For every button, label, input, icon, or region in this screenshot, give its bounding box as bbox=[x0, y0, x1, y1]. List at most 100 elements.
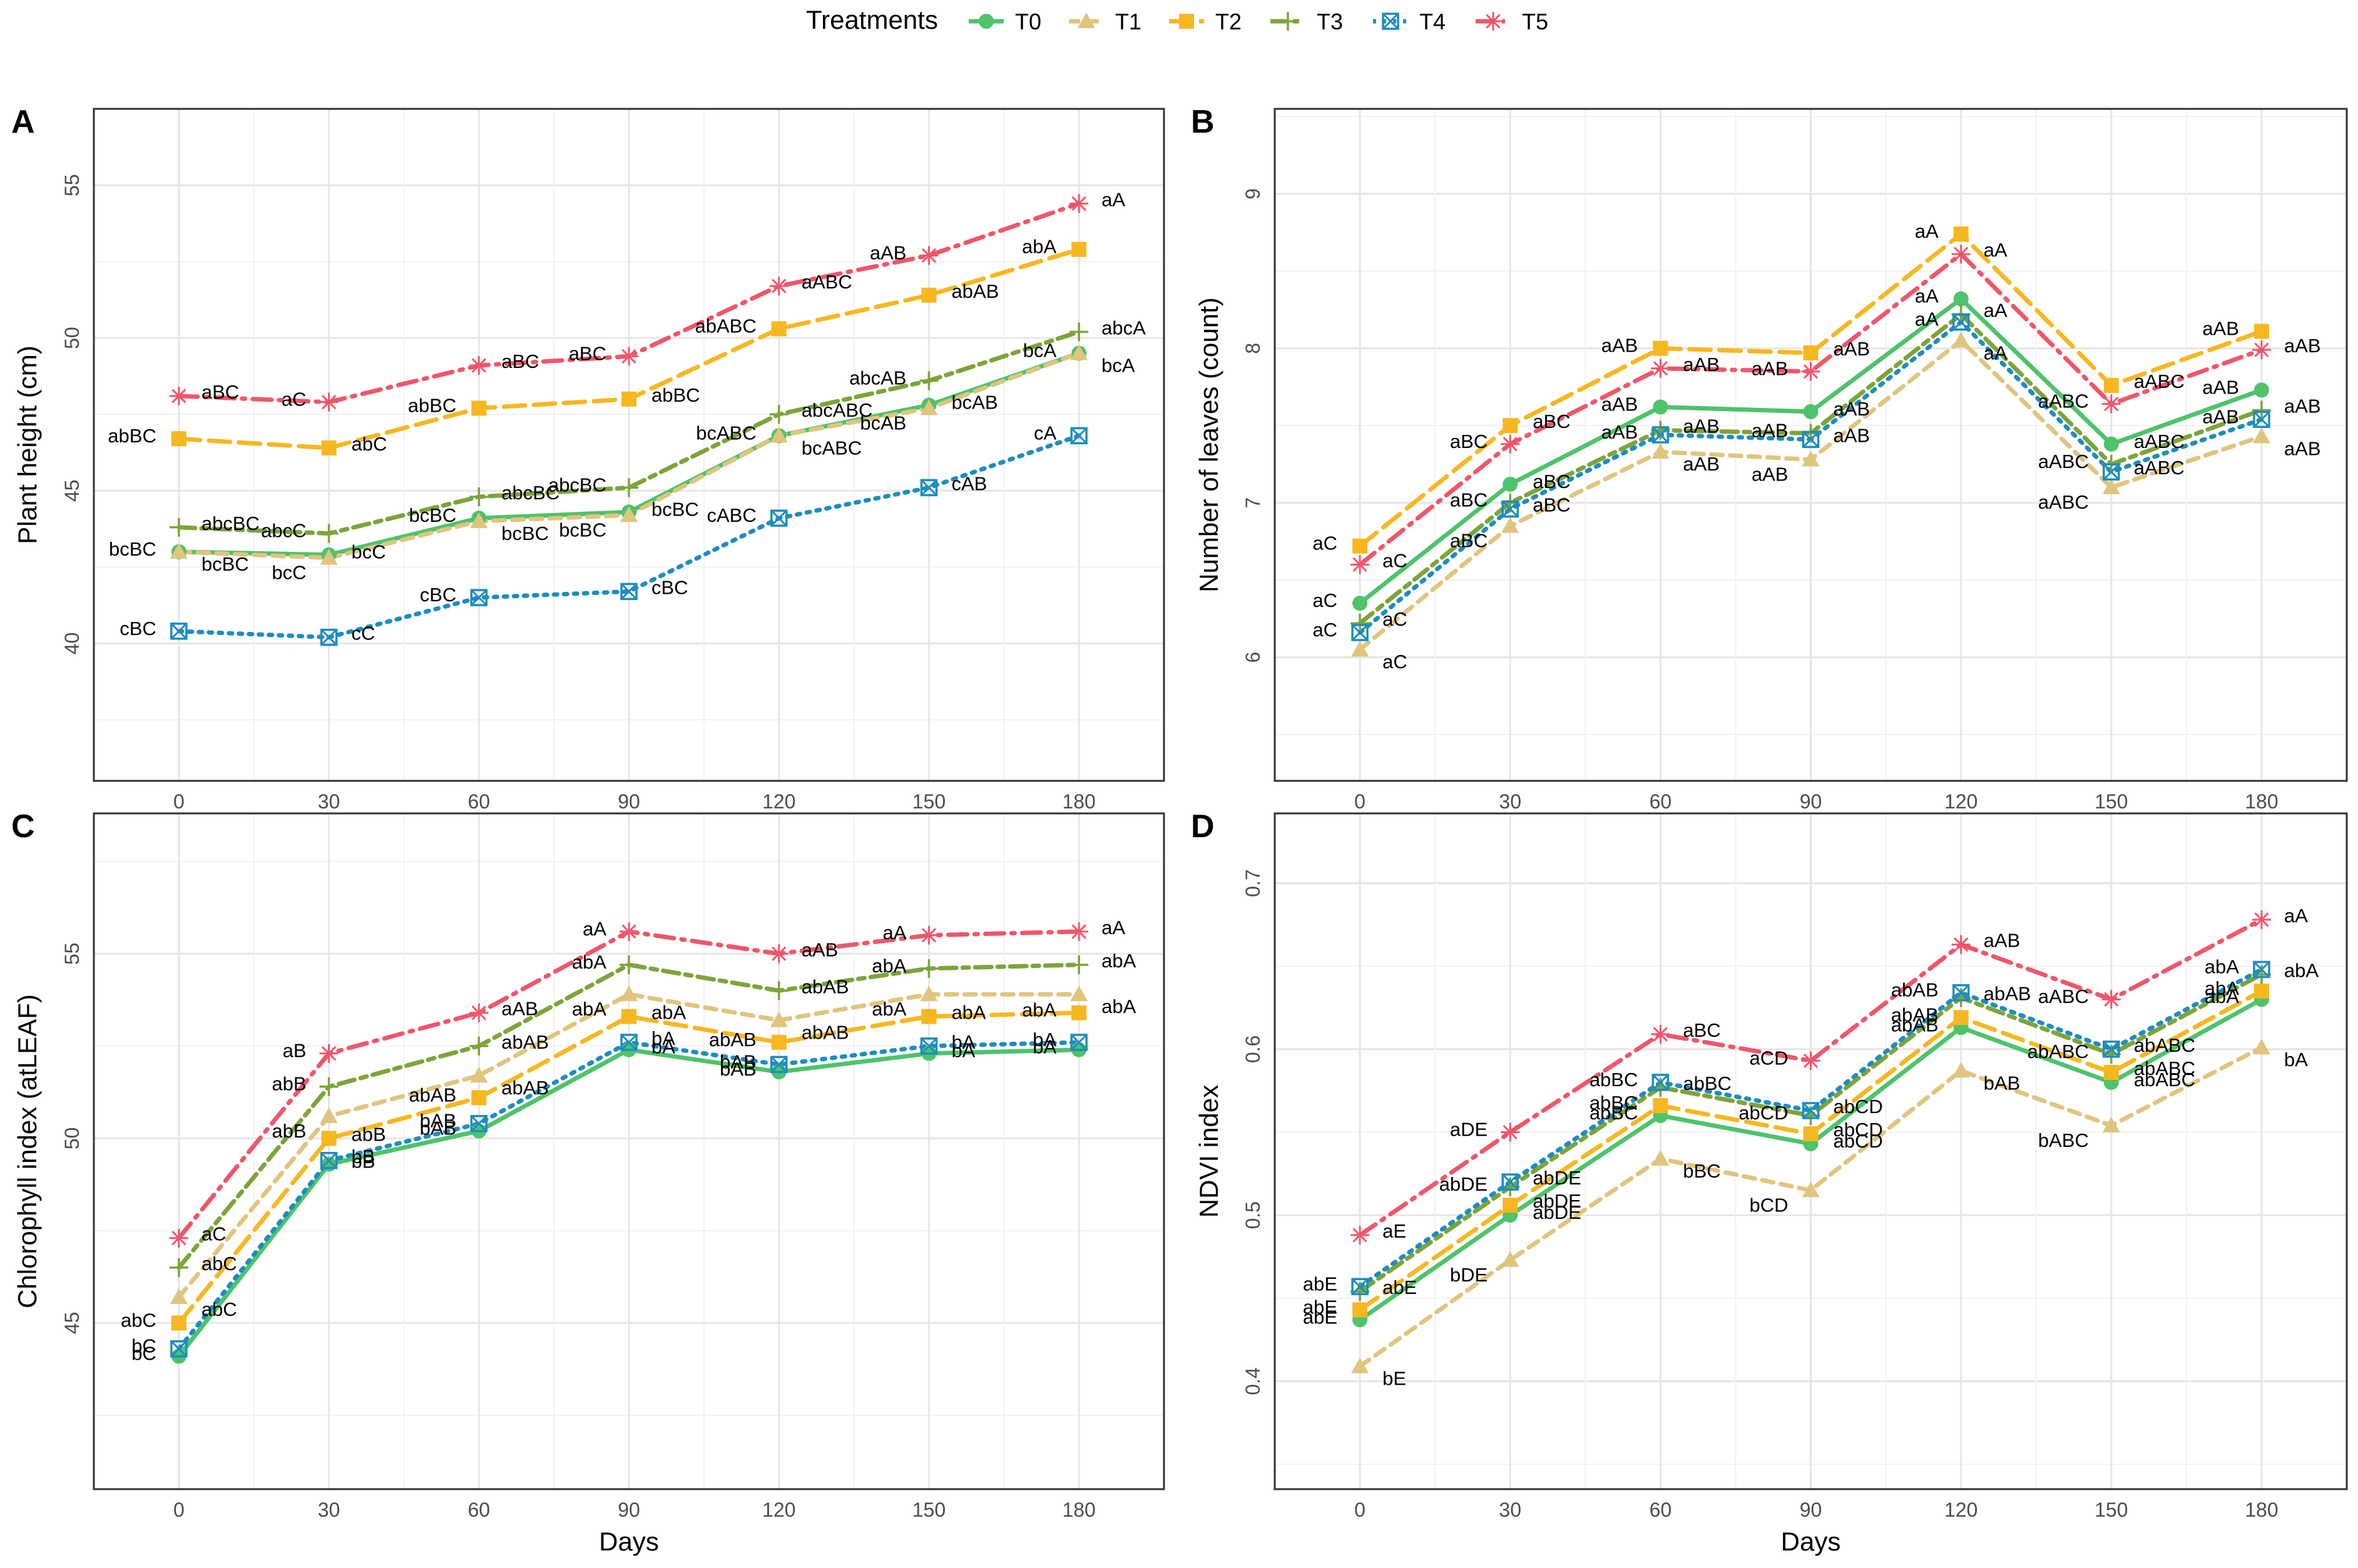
panel-border bbox=[93, 812, 1165, 1490]
point-t2-2 bbox=[471, 400, 487, 416]
point-label-t4-2: cBC bbox=[420, 584, 457, 606]
x-tick-label: 150 bbox=[912, 1499, 946, 1521]
point-t4-1 bbox=[1501, 500, 1519, 518]
point-label-t3-0: abE bbox=[1382, 1276, 1417, 1298]
point-label-t4-6: abA bbox=[2205, 955, 2239, 977]
point-t3-2 bbox=[469, 487, 489, 506]
point-label-t3-0: abC bbox=[202, 1253, 237, 1275]
x-tick-label: 150 bbox=[2095, 790, 2128, 813]
panel-b-number-of-leaves: B 6 7 8 9 Number of leaves (count) 0 30 60 90 120 1… bbox=[1191, 104, 2348, 813]
legend-key-marker bbox=[1484, 12, 1503, 31]
x-tick-label: 60 bbox=[1650, 1499, 1672, 1521]
point-label-t5-1: aBC bbox=[1450, 430, 1488, 452]
y-tick-label: 50 bbox=[61, 327, 83, 349]
point-label-t4-4: aA bbox=[1915, 308, 1939, 330]
point-t4-0 bbox=[170, 623, 188, 640]
x-tick-label: 30 bbox=[318, 790, 340, 813]
point-label-t2-3: abBC bbox=[651, 384, 700, 406]
point-t1-4 bbox=[1952, 332, 1970, 348]
point-label-t5-4: aA bbox=[1984, 239, 2008, 261]
point-t3-1 bbox=[319, 524, 339, 543]
point-label-t4-0: bC bbox=[131, 1335, 156, 1357]
point-label-t0-4: abAB bbox=[1891, 1014, 1939, 1036]
point-label-t5-1: aC bbox=[282, 389, 307, 410]
point-t2-6 bbox=[1071, 1005, 1087, 1021]
point-t1-1 bbox=[320, 1107, 338, 1123]
point-label-t4-3: abCD bbox=[1834, 1096, 1883, 1117]
x-tick-label: 90 bbox=[1800, 1499, 1822, 1521]
y-tick-label: 45 bbox=[61, 1312, 83, 1335]
point-label-t2-0: abBC bbox=[108, 425, 156, 447]
point-t0-1 bbox=[1503, 476, 1518, 492]
point-t2-1 bbox=[1503, 1198, 1518, 1213]
legend-title: Treatments bbox=[806, 5, 938, 34]
panel-border bbox=[1273, 108, 2348, 782]
point-label-t5-2: aAB bbox=[1683, 354, 1720, 375]
legend-key-marker bbox=[1179, 14, 1194, 29]
legend-label: T1 bbox=[1115, 9, 1141, 34]
point-label-t4-5: bA bbox=[951, 1031, 975, 1053]
point-label-t2-6: abA bbox=[2205, 977, 2239, 999]
point-label-t0-1: bcC bbox=[352, 541, 386, 563]
point-label-t5-0: aE bbox=[1382, 1220, 1406, 1242]
point-label-t5-4: aABC bbox=[802, 271, 852, 293]
point-label-t2-0: abC bbox=[121, 1309, 156, 1331]
point-t1-2 bbox=[470, 512, 488, 529]
legend-key-marker bbox=[979, 14, 994, 29]
y-axis-title: Chlorophyll index (atLEAF) bbox=[13, 994, 42, 1308]
point-t2-1 bbox=[321, 1131, 337, 1146]
y-tick-label: 0.6 bbox=[1242, 1036, 1264, 1063]
point-label-t3-2: abcBC bbox=[501, 482, 559, 504]
point-t2-5 bbox=[2103, 1064, 2119, 1080]
point-t2-4 bbox=[771, 321, 787, 337]
point-label-t5-0: aC bbox=[202, 1223, 227, 1245]
y-tick-label: 8 bbox=[1242, 343, 1264, 354]
point-label-t4-3: aAB bbox=[1834, 424, 1871, 446]
point-t1-1 bbox=[320, 549, 338, 565]
point-t2-5 bbox=[2103, 377, 2119, 393]
point-t4-6 bbox=[2253, 410, 2270, 429]
point-label-t1-2: bcBC bbox=[501, 522, 549, 544]
point-label-t2-6: aAB bbox=[2202, 318, 2239, 340]
point-t3-5 bbox=[919, 959, 939, 978]
point-t4-4 bbox=[1952, 313, 1970, 331]
x-tick-label: 120 bbox=[762, 790, 795, 813]
point-label-t0-5: bcAB bbox=[951, 392, 998, 414]
point-label-t1-0: aC bbox=[1382, 651, 1407, 673]
point-t2-2 bbox=[1653, 1098, 1668, 1114]
x-tick-label: 0 bbox=[1354, 1499, 1365, 1521]
point-t2-2 bbox=[1653, 340, 1668, 356]
point-label-t0-0: bcBC bbox=[109, 538, 156, 560]
point-label-t2-0: aC bbox=[1312, 532, 1337, 554]
point-t2-6 bbox=[2253, 323, 2269, 339]
point-t2-4 bbox=[1953, 1010, 1969, 1026]
point-t2-4 bbox=[771, 1034, 787, 1050]
point-t3-6 bbox=[1069, 322, 1089, 342]
point-t1-6 bbox=[1070, 985, 1088, 1002]
x-tick-label: 120 bbox=[762, 1499, 795, 1521]
x-tick-label: 180 bbox=[2245, 790, 2278, 813]
y-tick-label: 40 bbox=[61, 633, 83, 655]
point-t1-6 bbox=[2252, 1039, 2270, 1055]
point-t4-0 bbox=[170, 1340, 188, 1358]
legend-key-marker bbox=[1078, 13, 1095, 28]
point-label-t3-1: abcC bbox=[261, 520, 306, 542]
point-label-t2-4: abAB bbox=[1891, 1004, 1939, 1026]
point-label-t2-2: abAB bbox=[409, 1084, 456, 1106]
point-t1-0 bbox=[1351, 641, 1369, 657]
point-t1-5 bbox=[920, 399, 938, 415]
point-t5-5 bbox=[2101, 394, 2121, 414]
x-axis-title: Days bbox=[599, 1527, 659, 1556]
x-tick-label: 90 bbox=[618, 790, 640, 813]
point-t5-4 bbox=[769, 944, 789, 964]
point-label-t3-5: abA bbox=[872, 955, 906, 977]
point-t5-2 bbox=[469, 1003, 489, 1022]
point-t1-3 bbox=[620, 506, 638, 522]
point-t1-3 bbox=[1802, 451, 1820, 467]
point-label-t0-4: bAB bbox=[720, 1058, 757, 1080]
point-label-t1-5: aABC bbox=[2038, 491, 2089, 513]
point-label-t4-4: cABC bbox=[707, 504, 756, 526]
point-label-t1-6: abA bbox=[1101, 995, 1136, 1017]
x-tick-label: 150 bbox=[912, 790, 946, 813]
point-t4-2 bbox=[1651, 426, 1670, 444]
